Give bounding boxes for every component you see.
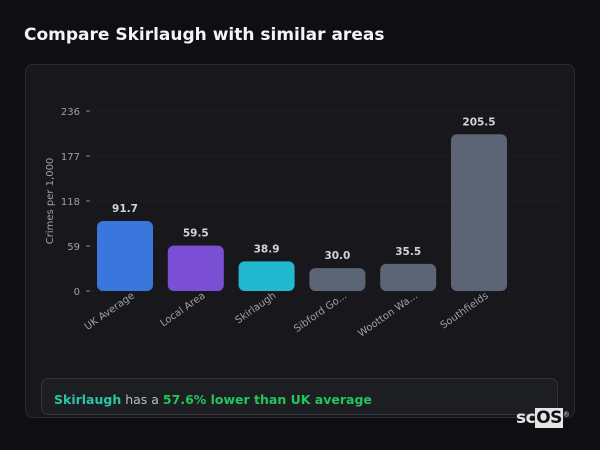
x-tick-label: Sibford Go... (292, 290, 349, 334)
x-tick-label: Wootton Wa... (356, 290, 420, 339)
bar[interactable] (238, 261, 295, 291)
data-label: 35.5 (395, 246, 421, 258)
bar[interactable] (380, 263, 437, 291)
summary-text: has a (121, 392, 163, 407)
bar[interactable] (97, 221, 153, 291)
y-tick-label: 177 (61, 152, 80, 163)
x-tick-label: UK Average (83, 290, 137, 332)
summary-box: Skirlaugh has a 57.6% lower than UK aver… (41, 378, 558, 415)
y-axis-label: Crimes per 1,000 (45, 158, 56, 245)
x-tick-label: Local Area (159, 290, 208, 329)
bar[interactable] (451, 134, 507, 291)
bar[interactable] (309, 268, 366, 291)
data-label: 59.5 (183, 228, 209, 240)
page-title: Compare Skirlaugh with similar areas (24, 25, 385, 45)
y-tick-label: 236 (61, 107, 80, 118)
data-label: 30.0 (324, 250, 350, 262)
summary-comparison: 57.6% lower than UK average (162, 392, 372, 407)
y-tick-label: 118 (61, 197, 80, 208)
data-label: 205.5 (462, 116, 495, 128)
x-tick-label: Skirlaugh (234, 290, 279, 326)
y-tick-label: 59 (67, 242, 80, 253)
y-tick-label: 0 (74, 287, 80, 298)
scos-logo: scOS® (516, 408, 570, 428)
x-tick-label: Southfields (439, 290, 491, 331)
data-label: 38.9 (254, 243, 280, 255)
data-label: 91.7 (112, 203, 138, 215)
summary-area: Skirlaugh (54, 392, 122, 407)
bar[interactable] (167, 245, 224, 291)
